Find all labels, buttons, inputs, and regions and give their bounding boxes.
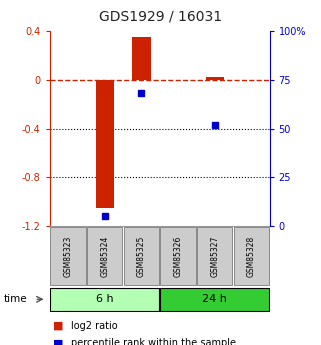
Bar	[132, 37, 151, 80]
Text: 24 h: 24 h	[202, 294, 227, 304]
Text: ■: ■	[53, 321, 64, 331]
Text: percentile rank within the sample: percentile rank within the sample	[71, 338, 236, 345]
Text: GSM85328: GSM85328	[247, 236, 256, 277]
Text: GSM85327: GSM85327	[210, 236, 219, 277]
Text: 6 h: 6 h	[96, 294, 114, 304]
Bar	[234, 227, 269, 285]
Bar	[197, 227, 232, 285]
Bar	[205, 77, 224, 80]
Bar	[87, 227, 122, 285]
Bar	[50, 227, 86, 285]
Text: ■: ■	[53, 338, 64, 345]
Bar	[160, 288, 269, 311]
Text: time: time	[3, 294, 27, 304]
Text: GSM85325: GSM85325	[137, 236, 146, 277]
Text: GSM85326: GSM85326	[174, 236, 183, 277]
Bar	[96, 80, 114, 208]
Text: GDS1929 / 16031: GDS1929 / 16031	[99, 10, 222, 24]
Bar	[124, 227, 159, 285]
Text: GSM85324: GSM85324	[100, 236, 109, 277]
Text: log2 ratio: log2 ratio	[71, 321, 117, 331]
Bar	[160, 227, 195, 285]
Bar	[50, 288, 159, 311]
Text: GSM85323: GSM85323	[64, 236, 73, 277]
